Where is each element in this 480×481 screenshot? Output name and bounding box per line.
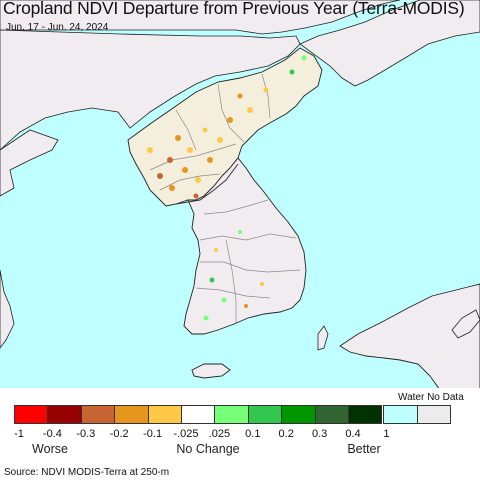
legend-swatch bbox=[80, 405, 116, 424]
legend-tick-label: 1 bbox=[383, 428, 390, 440]
legend-no-change-label: No Change bbox=[176, 442, 240, 456]
south-korea bbox=[183, 157, 307, 335]
legend-tick-label: -0.2 bbox=[109, 428, 129, 440]
legend-tick-label: 0.1 bbox=[245, 428, 261, 440]
legend-swatch bbox=[347, 405, 383, 424]
source-credit: Source: NDVI MODIS-Terra at 250-m bbox=[4, 467, 170, 478]
legend-worse-label: Worse bbox=[32, 442, 68, 456]
china-coast-west bbox=[0, 129, 59, 197]
legend-swatch bbox=[180, 405, 216, 424]
ndvi-decline-pixels bbox=[147, 87, 269, 199]
legend-tick-label: -.025 bbox=[173, 428, 199, 440]
japan-islands bbox=[451, 309, 480, 339]
china-land bbox=[0, 0, 401, 151]
legend-swatch bbox=[281, 405, 316, 424]
ndvi-increase-pixels bbox=[203, 55, 307, 321]
legend-tick-label: -0.3 bbox=[76, 428, 96, 440]
legend-swatch bbox=[47, 405, 82, 424]
legend-tick-label: .025 bbox=[208, 428, 231, 440]
legend-tick-label: -1 bbox=[14, 428, 24, 440]
dmz-border bbox=[175, 163, 239, 205]
shandong-coast bbox=[0, 269, 15, 349]
japan-land bbox=[339, 283, 480, 391]
legend-tick-label: 0.2 bbox=[278, 428, 294, 440]
legend-tick-label: 0.3 bbox=[311, 428, 328, 440]
legend-swatch bbox=[147, 405, 182, 424]
legend-tick-label: -0.1 bbox=[143, 428, 163, 440]
province-borders bbox=[149, 73, 301, 324]
legend-swatches bbox=[14, 405, 452, 424]
jeju-island bbox=[191, 363, 231, 379]
russia-land bbox=[299, 0, 480, 87]
legend-tick-label: -0.4 bbox=[42, 428, 62, 440]
tsushima-island bbox=[317, 325, 329, 351]
north-korea bbox=[127, 47, 323, 207]
legend-swatch bbox=[314, 405, 349, 424]
legend-swatch bbox=[247, 405, 283, 424]
legend-better-label: Better bbox=[347, 442, 381, 456]
map-title: Cropland NDVI Departure from Previous Ye… bbox=[3, 0, 465, 18]
legend-swatch bbox=[214, 405, 249, 424]
legend-tick-label: 0.4 bbox=[345, 428, 361, 440]
legend-swatch bbox=[383, 405, 418, 424]
map-date-range: Jun. 17 - Jun. 24, 2024 bbox=[6, 22, 109, 33]
water-no-data-label: Water No Data bbox=[398, 392, 464, 403]
legend-swatch bbox=[14, 405, 49, 424]
legend-panel bbox=[0, 388, 480, 466]
legend-swatch bbox=[114, 405, 149, 424]
legend-swatch bbox=[416, 405, 452, 424]
